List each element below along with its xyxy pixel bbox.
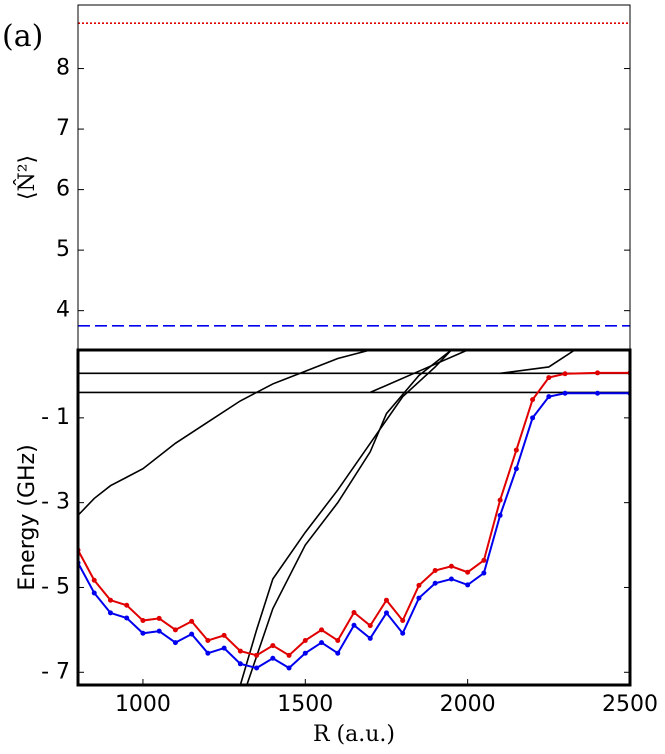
y-tick-label: 7 — [56, 116, 70, 141]
data-point — [367, 635, 373, 641]
data-point — [156, 615, 162, 621]
y-tick-label: - 5 — [41, 574, 70, 599]
data-point — [481, 570, 487, 576]
data-point — [172, 640, 178, 646]
data-line — [239, 350, 452, 685]
data-point — [205, 650, 211, 656]
data-line — [500, 350, 576, 375]
data-point — [595, 370, 601, 376]
data-point — [302, 650, 308, 656]
data-point — [221, 645, 227, 651]
data-point — [270, 655, 276, 661]
data-point — [400, 630, 406, 636]
data-point — [205, 637, 211, 643]
data-point — [432, 568, 438, 574]
data-point — [497, 512, 503, 518]
x-tick-label: 1500 — [277, 692, 333, 717]
data-point — [562, 390, 568, 396]
data-point — [416, 582, 422, 588]
x-tick-label: 2000 — [440, 692, 496, 717]
x-tick-label: 1000 — [115, 692, 171, 717]
y-tick-label: 6 — [56, 177, 70, 202]
data-point — [546, 375, 552, 381]
y-tick-label: - 3 — [41, 490, 70, 515]
y-tick-label: 5 — [56, 237, 70, 262]
data-point — [286, 665, 292, 671]
data-point — [513, 466, 519, 472]
data-point — [448, 576, 454, 582]
data-point — [497, 497, 503, 503]
data-point — [140, 630, 146, 636]
data-point — [367, 623, 373, 629]
data-point — [448, 563, 454, 569]
plot-frame — [77, 4, 631, 351]
data-point — [416, 595, 422, 601]
data-point — [481, 557, 487, 563]
data-point — [319, 640, 325, 646]
x-axis-label: R (a.u.) — [313, 722, 395, 747]
data-point — [107, 610, 113, 616]
data-point — [221, 632, 227, 638]
panel-label: (a) — [2, 19, 43, 54]
data-point — [302, 637, 308, 643]
y-axis-label: Energy (GHz) — [15, 444, 40, 590]
y-axis-label: ⟨N̂²⟩ — [14, 155, 40, 200]
data-point — [530, 415, 536, 421]
data-point — [595, 390, 601, 396]
plot-frame — [76, 348, 632, 687]
data-point — [91, 590, 97, 596]
y-tick-label: - 1 — [41, 405, 70, 430]
data-point — [383, 597, 389, 603]
data-point — [91, 577, 97, 583]
data-point — [465, 582, 471, 588]
data-point — [383, 610, 389, 616]
data-point — [465, 569, 471, 575]
data-point — [319, 627, 325, 633]
data-point — [254, 665, 260, 671]
data-point — [270, 643, 276, 649]
data-point — [140, 618, 146, 624]
data-point — [172, 627, 178, 633]
data-point — [351, 609, 357, 615]
y-tick-label: 4 — [56, 298, 70, 323]
data-point — [530, 397, 536, 403]
data-point — [237, 661, 243, 667]
data-line — [78, 350, 371, 516]
data-point — [351, 622, 357, 628]
data-point — [286, 652, 292, 658]
data-point — [156, 628, 162, 634]
data-point — [254, 652, 260, 658]
x-tick-label: 2500 — [602, 692, 658, 717]
data-point — [189, 618, 195, 624]
data-point — [562, 371, 568, 377]
data-point — [400, 618, 406, 624]
data-point — [237, 648, 243, 654]
data-point — [432, 580, 438, 586]
data-point — [513, 447, 519, 453]
data-line — [246, 350, 452, 685]
data-point — [107, 597, 113, 603]
data-point — [189, 631, 195, 637]
y-tick-label: - 7 — [41, 659, 70, 684]
y-tick-label: 8 — [56, 56, 70, 81]
data-point — [124, 602, 130, 608]
data-point — [124, 615, 130, 621]
data-line — [369, 350, 468, 394]
data-point — [335, 637, 341, 643]
data-point — [546, 394, 552, 400]
data-point — [335, 650, 341, 656]
